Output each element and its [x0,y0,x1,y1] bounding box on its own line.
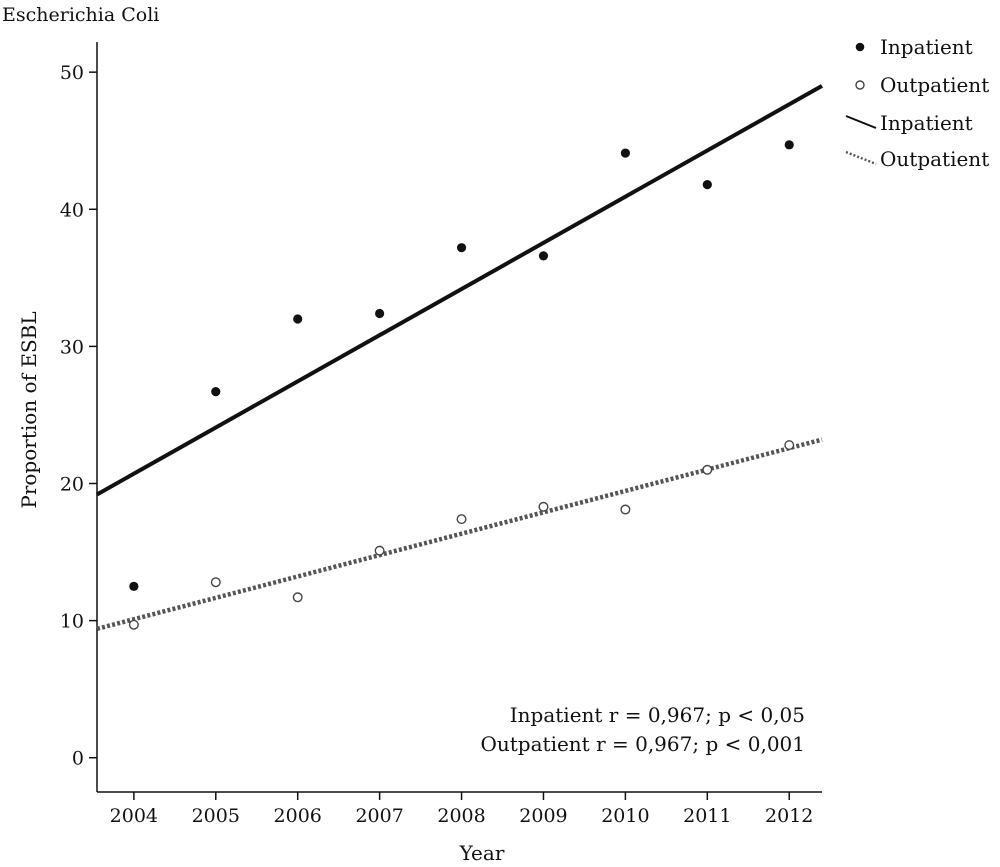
inpatient-point [784,140,794,150]
x-axis-label: Year [459,841,505,865]
legend-entry-outpatient-points: Outpatient [855,73,989,97]
legend-line-swatch [845,150,877,166]
legend-marker [855,80,865,90]
inpatient-point [456,243,467,253]
y-axis-ticks: 0 10 20 30 40 50 [60,62,97,770]
stats-annotations: Inpatient r = 0,967; p < 0,05 Outpatient… [480,703,805,756]
inpatient-fit-line [96,84,823,497]
x-tick-label: 2008 [437,805,485,827]
inpatient-point [293,314,303,324]
x-tick-label: 2005 [192,805,240,827]
chart-title: Escherichia Coli [2,4,159,26]
legend-label: Inpatient [880,35,973,59]
y-tick-label: 0 [72,748,84,770]
legend-entry-outpatient-fit-line: Outpatient [845,147,989,171]
legend-line-swatch [845,115,877,129]
legend-label: Outpatient [880,147,989,171]
legend: Inpatient Outpatient Inpatient Outpatient [845,35,989,171]
inpatient-point [129,581,139,591]
y-axis-label: Proportion of ESBL [17,311,41,508]
inpatient-point [211,387,221,397]
annotation-inpatient: Inpatient r = 0,967; p < 0,05 [510,703,805,727]
outpatient-fit-line [96,437,823,632]
x-tick-label: 2006 [274,805,322,827]
outpatient-point [456,514,467,525]
annotation-outpatient: Outpatient r = 0,967; p < 0,001 [480,732,805,756]
x-tick-label: 2004 [110,805,158,827]
x-tick-label: 2007 [355,805,403,827]
data-points [128,140,795,630]
y-tick-label: 10 [60,611,84,633]
legend-label: Outpatient [880,73,989,97]
legend-entry-inpatient-points: Inpatient [855,35,973,59]
outpatient-point [374,545,385,556]
x-tick-label: 2011 [683,805,731,827]
outpatient-point [210,577,221,588]
y-tick-label: 40 [60,199,84,221]
legend-label: Inpatient [880,111,973,135]
outpatient-point [538,501,549,512]
outpatient-point [292,592,303,603]
outpatient-point [702,464,713,475]
x-tick-label: 2010 [601,805,649,827]
inpatient-point [375,308,385,319]
outpatient-point [128,619,139,630]
outpatient-point [620,504,631,515]
outpatient-point [784,440,795,451]
y-tick-label: 20 [60,473,84,495]
x-tick-label: 2012 [765,805,813,827]
y-tick-label: 50 [60,62,84,84]
axes [96,42,822,793]
regression-lines [96,84,823,632]
legend-entry-inpatient-fit-line: Inpatient [845,111,973,135]
inpatient-point [620,148,630,158]
x-tick-label: 2009 [519,805,567,827]
legend-marker [855,42,865,52]
y-tick-label: 30 [60,336,84,358]
inpatient-point [702,179,712,190]
x-axis-ticks: 2004 2005 2006 2007 2008 2009 2010 2011 2012 [110,792,813,827]
inpatient-point [538,251,549,261]
